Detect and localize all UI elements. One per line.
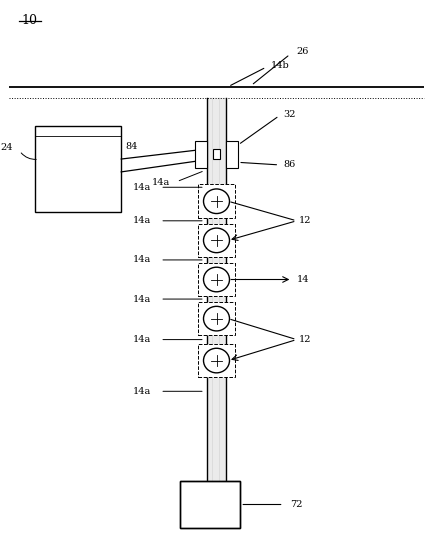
- Text: 26: 26: [297, 47, 309, 56]
- Text: 32: 32: [284, 110, 296, 119]
- Bar: [198, 344, 235, 377]
- Text: 14a: 14a: [133, 335, 152, 344]
- Text: 14a: 14a: [133, 255, 152, 264]
- Ellipse shape: [204, 267, 229, 292]
- Text: 14a: 14a: [133, 216, 152, 225]
- Text: 84: 84: [126, 142, 138, 151]
- Ellipse shape: [204, 306, 229, 331]
- Text: 12: 12: [299, 335, 311, 344]
- Bar: [35, 126, 121, 212]
- Text: 14b: 14b: [271, 61, 289, 70]
- Ellipse shape: [204, 228, 229, 253]
- Text: 24: 24: [0, 144, 13, 153]
- Text: 14a: 14a: [133, 295, 152, 304]
- Bar: [213, 149, 220, 159]
- Bar: [180, 481, 240, 528]
- Text: 72: 72: [290, 500, 303, 509]
- Ellipse shape: [204, 189, 229, 214]
- Bar: [198, 263, 235, 296]
- Text: 86: 86: [284, 160, 296, 169]
- Bar: [195, 141, 207, 168]
- Bar: [198, 302, 235, 335]
- Text: 10: 10: [22, 14, 38, 27]
- Bar: [198, 184, 235, 218]
- Bar: [180, 481, 240, 528]
- Bar: [226, 141, 238, 168]
- Text: 14: 14: [297, 275, 309, 284]
- Text: 14a: 14a: [133, 387, 152, 396]
- Text: 12: 12: [299, 216, 311, 225]
- Bar: [198, 224, 235, 257]
- Text: 14a: 14a: [152, 178, 170, 187]
- Text: 14a: 14a: [133, 183, 152, 192]
- Ellipse shape: [204, 348, 229, 373]
